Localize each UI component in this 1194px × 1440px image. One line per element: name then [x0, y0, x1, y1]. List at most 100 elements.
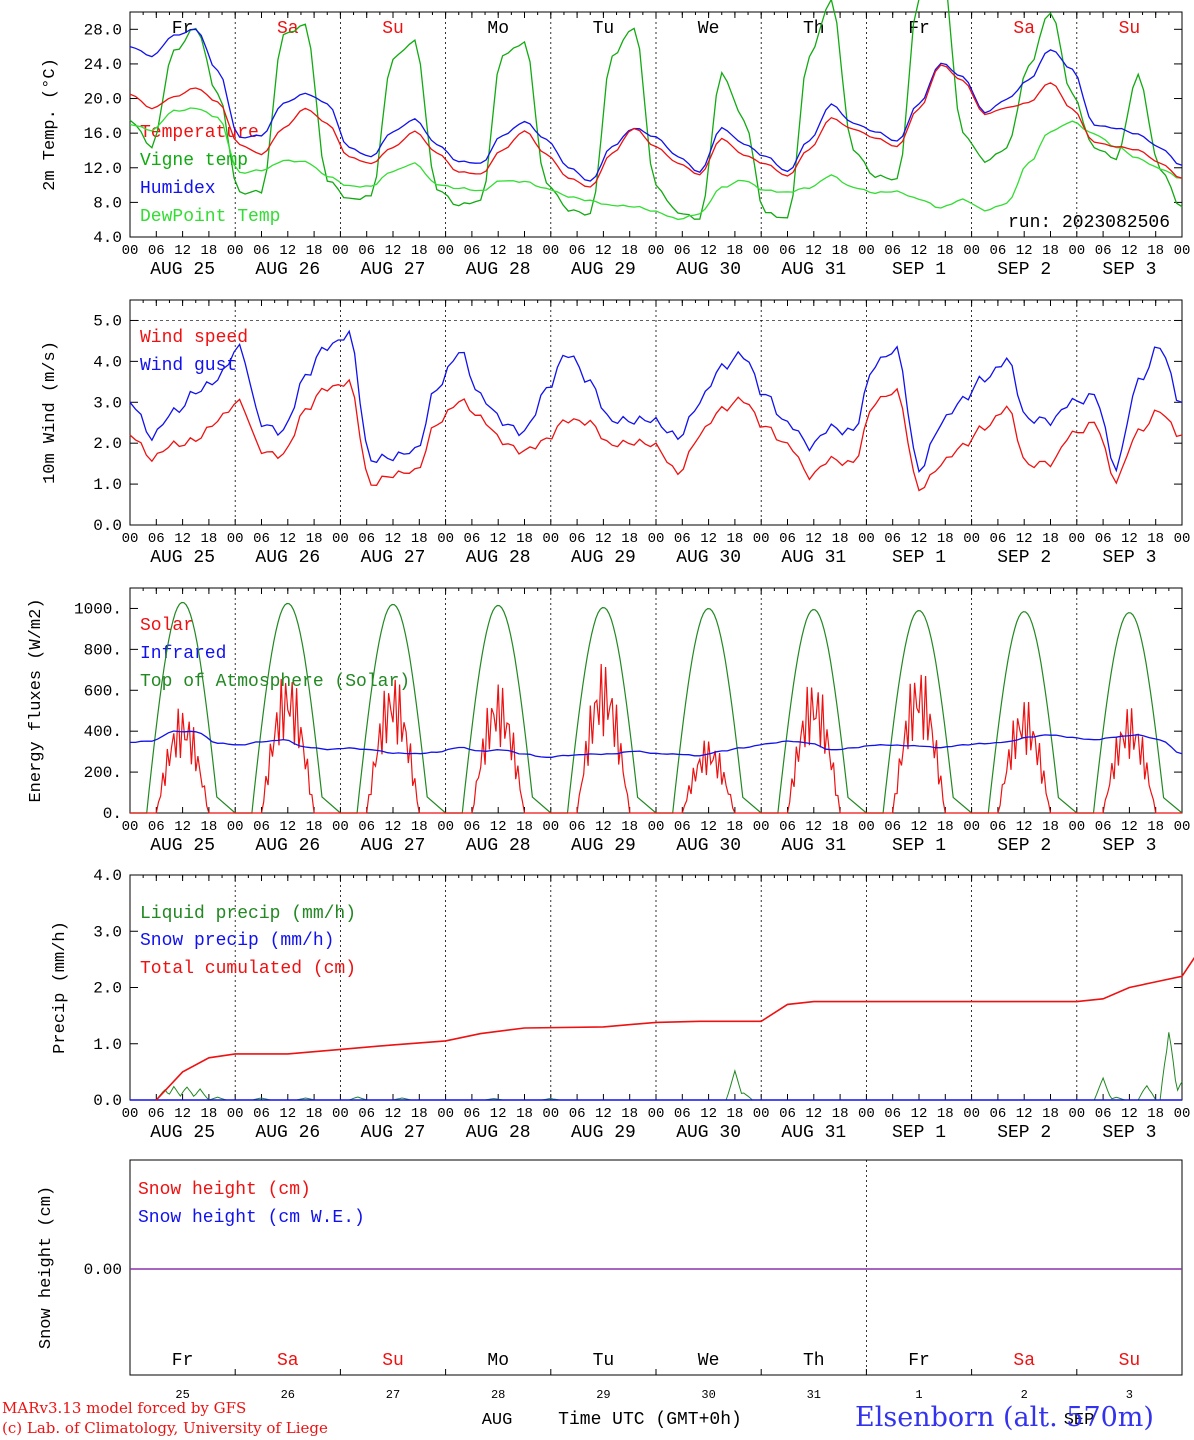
hour-tick-label: 12	[174, 1106, 191, 1122]
hour-tick-label: 00	[332, 531, 349, 547]
legend-entry: Temperature	[140, 123, 259, 143]
y-tick-label: 1000.	[74, 600, 122, 618]
y-tick-label: 4.0	[93, 867, 122, 885]
hour-tick-label: 18	[200, 243, 217, 259]
hour-tick-label: 00	[648, 819, 665, 835]
hour-tick-label: 18	[621, 243, 638, 259]
hour-tick-label: 06	[1095, 1106, 1112, 1122]
hour-tick-label: 12	[911, 243, 928, 259]
hour-tick-label: 12	[911, 819, 928, 835]
day-label: AUG 30	[676, 260, 741, 280]
hour-tick-label: 18	[937, 819, 954, 835]
y-tick-label: 0.	[103, 805, 122, 823]
day-label: SEP 3	[1102, 1123, 1156, 1143]
hour-tick-label: 12	[174, 243, 191, 259]
day-number: 27	[386, 1388, 400, 1402]
hour-tick-label: 18	[1147, 1106, 1164, 1122]
weekday-label: Mo	[487, 1351, 509, 1371]
legend-entry: Top of Atmosphere (Solar)	[140, 672, 410, 692]
hour-tick-label: 18	[937, 1106, 954, 1122]
y-tick-label: 1.0	[93, 1036, 122, 1054]
hour-tick-label: 06	[674, 243, 691, 259]
y-tick-label: 2.0	[93, 435, 122, 453]
hour-tick-label: 12	[490, 243, 507, 259]
y-tick-label: 0.0	[93, 1092, 122, 1110]
hour-tick-label: 00	[1068, 243, 1085, 259]
series-line	[155, 956, 1194, 1101]
day-number: 1	[915, 1388, 922, 1402]
hour-tick-label: 12	[911, 531, 928, 547]
hour-tick-label: 06	[779, 819, 796, 835]
hour-tick-label: 12	[595, 243, 612, 259]
hour-tick-label: 12	[1016, 819, 1033, 835]
day-label: AUG 25	[150, 548, 215, 568]
y-tick-label: 1.0	[93, 476, 122, 494]
day-label: SEP 3	[1102, 260, 1156, 280]
day-label: AUG 26	[255, 1123, 320, 1143]
legend-entry: Infrared	[140, 644, 226, 664]
hour-tick-label: 12	[1016, 531, 1033, 547]
run-annotation: run: 2023082506	[1008, 213, 1170, 233]
hour-tick-label: 18	[937, 531, 954, 547]
series-line	[129, 107, 1183, 221]
hour-tick-label: 06	[779, 531, 796, 547]
hour-tick-label: 18	[1042, 243, 1059, 259]
hour-tick-label: 06	[148, 531, 165, 547]
day-label: AUG 25	[150, 260, 215, 280]
y-tick-label: 3.0	[93, 394, 122, 412]
hour-tick-label: 00	[332, 243, 349, 259]
day-label: AUG 27	[361, 548, 426, 568]
hour-tick-label: 00	[963, 819, 980, 835]
weekday-label: Th	[803, 19, 825, 39]
hour-tick-label: 12	[805, 819, 822, 835]
day-number: 31	[807, 1388, 821, 1402]
hour-tick-label: 12	[174, 531, 191, 547]
hour-tick-label: 06	[884, 531, 901, 547]
hour-tick-label: 06	[989, 819, 1006, 835]
weekday-label: Sa	[1013, 19, 1035, 39]
hour-tick-label: 18	[516, 243, 533, 259]
legend-entry: Wind gust	[140, 356, 237, 376]
hour-tick-label: 06	[358, 819, 375, 835]
day-number: 30	[701, 1388, 715, 1402]
weekday-label: Fr	[908, 19, 930, 39]
hour-tick-label: 18	[726, 1106, 743, 1122]
series-line	[129, 28, 1183, 182]
hour-tick-label: 12	[385, 1106, 402, 1122]
hour-tick-label: 12	[1121, 819, 1138, 835]
day-label: AUG 28	[466, 1123, 531, 1143]
day-number: 29	[596, 1388, 610, 1402]
hour-tick-label: 12	[595, 531, 612, 547]
y-tick-label: 800.	[84, 641, 122, 659]
hour-tick-label: 06	[148, 819, 165, 835]
legend-entry: DewPoint Temp	[140, 207, 280, 227]
hour-tick-label: 00	[1068, 819, 1085, 835]
hour-tick-label: 06	[253, 819, 270, 835]
hour-tick-label: 12	[700, 819, 717, 835]
hour-tick-label: 06	[463, 1106, 480, 1122]
y-tick-label: 400.	[84, 723, 122, 741]
day-label: AUG 26	[255, 260, 320, 280]
hour-tick-label: 12	[1016, 1106, 1033, 1122]
hour-tick-label: 06	[884, 1106, 901, 1122]
weekday-label: Tu	[593, 19, 615, 39]
hour-tick-label: 18	[200, 531, 217, 547]
legend-entry: Solar	[140, 616, 194, 636]
y-axis-label: 2m Temp. (°C)	[41, 58, 60, 191]
weekday-label: Mo	[487, 19, 509, 39]
hour-tick-label: 00	[437, 531, 454, 547]
hour-tick-label: 12	[1121, 1106, 1138, 1122]
day-label: AUG 29	[571, 1123, 636, 1143]
hour-tick-label: 00	[437, 819, 454, 835]
day-label: AUG 31	[781, 260, 846, 280]
hour-tick-label: 00	[227, 1106, 244, 1122]
hour-tick-label: 18	[621, 819, 638, 835]
day-label: AUG 31	[781, 836, 846, 856]
day-label: AUG 28	[466, 836, 531, 856]
hour-tick-label: 06	[1095, 243, 1112, 259]
station-label: Elsenborn (alt. 570m)	[855, 1402, 1154, 1433]
day-label: SEP 2	[997, 548, 1051, 568]
hour-tick-label: 00	[437, 243, 454, 259]
hour-tick-label: 12	[700, 531, 717, 547]
